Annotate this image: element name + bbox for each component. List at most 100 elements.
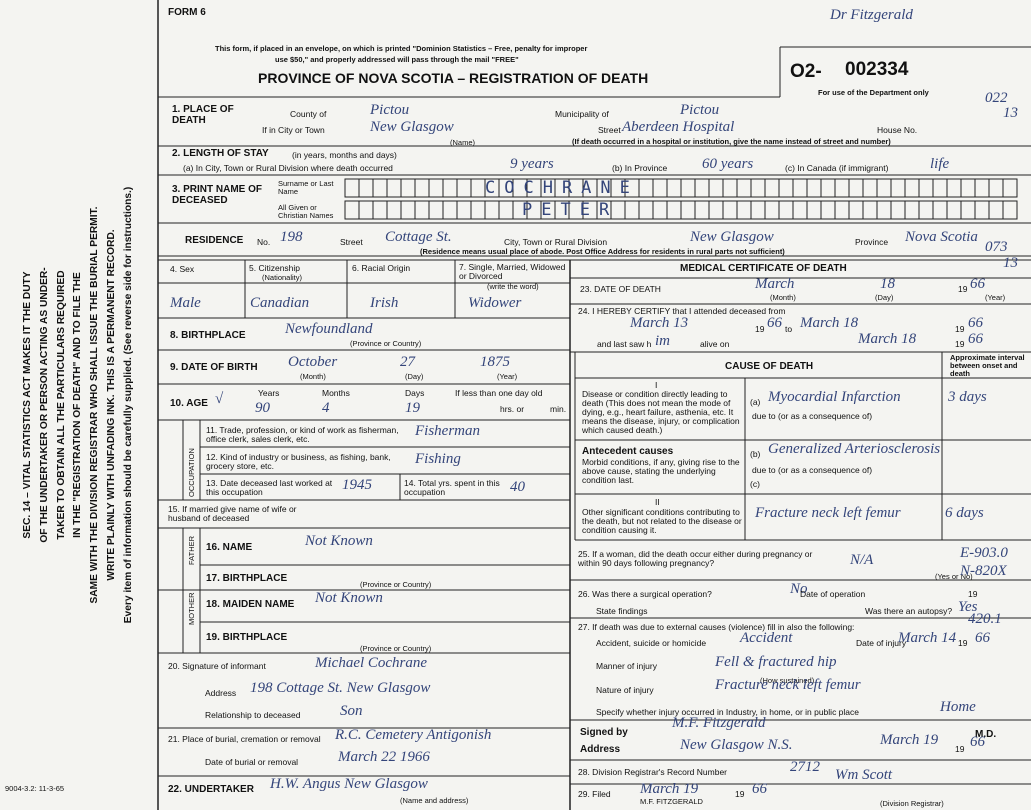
residence-street: Cottage St. xyxy=(385,229,452,245)
registrar-filed-label: 29. Filed xyxy=(578,789,611,799)
residence-province-label: Province xyxy=(855,237,889,247)
box xyxy=(470,200,486,220)
box xyxy=(722,178,738,198)
father-name-label: 16. NAME xyxy=(206,542,253,553)
personal-citizenship: Canadian xyxy=(250,295,310,311)
header-registration-number: 002334 xyxy=(845,59,909,80)
cause-other-label: Other significant conditions contributin… xyxy=(582,507,742,535)
box xyxy=(764,178,780,198)
occupation-last-worked: 1945 xyxy=(342,477,372,493)
signature-year: 66 xyxy=(970,734,985,750)
medical-from-year: 66 xyxy=(767,315,782,331)
box xyxy=(834,200,850,220)
place-of-death-municipality-label: Municipality of xyxy=(555,109,609,119)
cause-due-to: due to (or as a consequence of) xyxy=(752,465,873,475)
birth-date-month-caption: (Month) xyxy=(300,372,326,381)
age-label: 10. AGE xyxy=(170,398,208,409)
box xyxy=(470,178,486,198)
header-annotation: Dr Fitzgerald xyxy=(830,7,913,23)
residence-no: 198 xyxy=(280,229,303,245)
length-of-stay-c: life xyxy=(930,156,950,172)
external-nature-label: Nature of injury xyxy=(596,685,654,695)
cause-due-to: due to (or as a consequence of) xyxy=(752,411,873,421)
box xyxy=(932,200,948,220)
medical-last-seen-year: 66 xyxy=(968,331,983,347)
header-codes: 073 xyxy=(985,239,1008,255)
registrar-filed: March 19 xyxy=(640,781,699,797)
box xyxy=(988,178,1004,198)
box xyxy=(638,200,654,220)
birth-date-year: 1875 xyxy=(480,354,510,370)
box xyxy=(372,200,388,220)
box xyxy=(386,200,402,220)
side-note: SEC. 14 – VITAL STATISTICS ACT MAKES IT … xyxy=(20,15,138,795)
box xyxy=(918,200,934,220)
medical-month-caption: (Month) xyxy=(770,293,796,302)
residence-label: RESIDENCE xyxy=(185,235,244,246)
birth-date-year-caption: (Year) xyxy=(497,372,518,381)
length-of-stay-a: 9 years xyxy=(510,156,554,172)
informant-signature: Michael Cochrane xyxy=(315,655,428,671)
box xyxy=(666,200,682,220)
place-of-death-street: Aberdeen Hospital xyxy=(622,119,735,135)
medical-alive-label: alive on xyxy=(700,339,730,349)
residence-note: (Residence means usual place of abode. P… xyxy=(420,247,785,256)
cause-other-interval: 6 days xyxy=(945,505,984,521)
cause-antecedent-title: Antecedent causes xyxy=(582,446,674,457)
side-note-line: WRITE PLAINLY WITH UNFADING INK. THIS IS… xyxy=(105,229,117,581)
box xyxy=(792,178,808,198)
mother-section-label: MOTHER xyxy=(187,592,196,626)
box xyxy=(1002,200,1018,220)
age-days-label: Days xyxy=(405,388,425,398)
surgery-date-label: Date of operation xyxy=(800,589,866,599)
box xyxy=(960,178,976,198)
box xyxy=(680,178,696,198)
box xyxy=(680,200,696,220)
name-given-label: All Given or Christian Names xyxy=(278,203,334,220)
cause-a-interval: 3 days xyxy=(948,389,987,405)
medical-title: MEDICAL CERTIFICATE OF DEATH xyxy=(680,263,847,274)
name-label: 3. PRINT NAME OF DECEASED xyxy=(172,184,263,206)
external-manner-caption: (How sustained) xyxy=(760,676,815,685)
occupation-industry-label: 12. Kind of industry or business, as fis… xyxy=(206,452,391,471)
form-label: FORM 6 xyxy=(168,7,206,18)
father-birthplace-label: 17. BIRTHPLACE xyxy=(206,573,288,584)
header-registration-prefix: O2- xyxy=(790,61,822,82)
medical-year-caption: (Year) xyxy=(985,293,1006,302)
burial-place-label: 21. Place of burial, cremation or remova… xyxy=(168,734,321,744)
box xyxy=(862,200,878,220)
medical-century: 19 xyxy=(955,324,965,334)
place-of-death-note: (If death occurred in a hospital or inst… xyxy=(572,137,891,146)
medical-century: 19 xyxy=(735,789,745,799)
birth-date-day: 27 xyxy=(400,354,415,370)
side-note-line: SEC. 14 – VITAL STATISTICS ACT MAKES IT … xyxy=(22,271,33,539)
header-codes: 022 xyxy=(985,90,1008,106)
box xyxy=(652,178,668,198)
place-of-death-label: 1. PLACE OF DEATH xyxy=(172,104,234,126)
medical-death-year: 66 xyxy=(970,276,985,292)
box xyxy=(386,178,402,198)
surgery-findings-label: State findings xyxy=(596,606,648,616)
box xyxy=(358,200,374,220)
personal-racial: Irish xyxy=(370,295,399,311)
age-months-label: Months xyxy=(322,388,350,398)
occupation-last-worked-label: 13. Date deceased last worked at this oc… xyxy=(206,478,333,497)
box xyxy=(736,200,752,220)
signature-address: New Glasgow N.S. xyxy=(680,737,793,753)
birth-date-month: October xyxy=(288,354,338,370)
cause-b: Generalized Arteriosclerosis xyxy=(768,441,941,457)
box xyxy=(1002,178,1018,198)
header-codes: 13 xyxy=(1003,255,1018,271)
occupation-total-years: 40 xyxy=(510,479,525,495)
box xyxy=(806,200,822,220)
box xyxy=(848,178,864,198)
medical-to-label: to xyxy=(785,324,793,334)
informant-relationship: Son xyxy=(340,703,363,719)
box xyxy=(806,178,822,198)
header-title: PROVINCE OF NOVA SCOTIA – REGISTRATION O… xyxy=(258,70,649,86)
length-of-stay-label: 2. LENGTH OF STAY xyxy=(172,148,269,159)
box xyxy=(778,178,794,198)
pregnancy-codes: N-820X xyxy=(960,563,1007,579)
informant-relationship-label: Relationship to deceased xyxy=(205,710,301,720)
medical-day-caption: (Day) xyxy=(875,293,894,302)
